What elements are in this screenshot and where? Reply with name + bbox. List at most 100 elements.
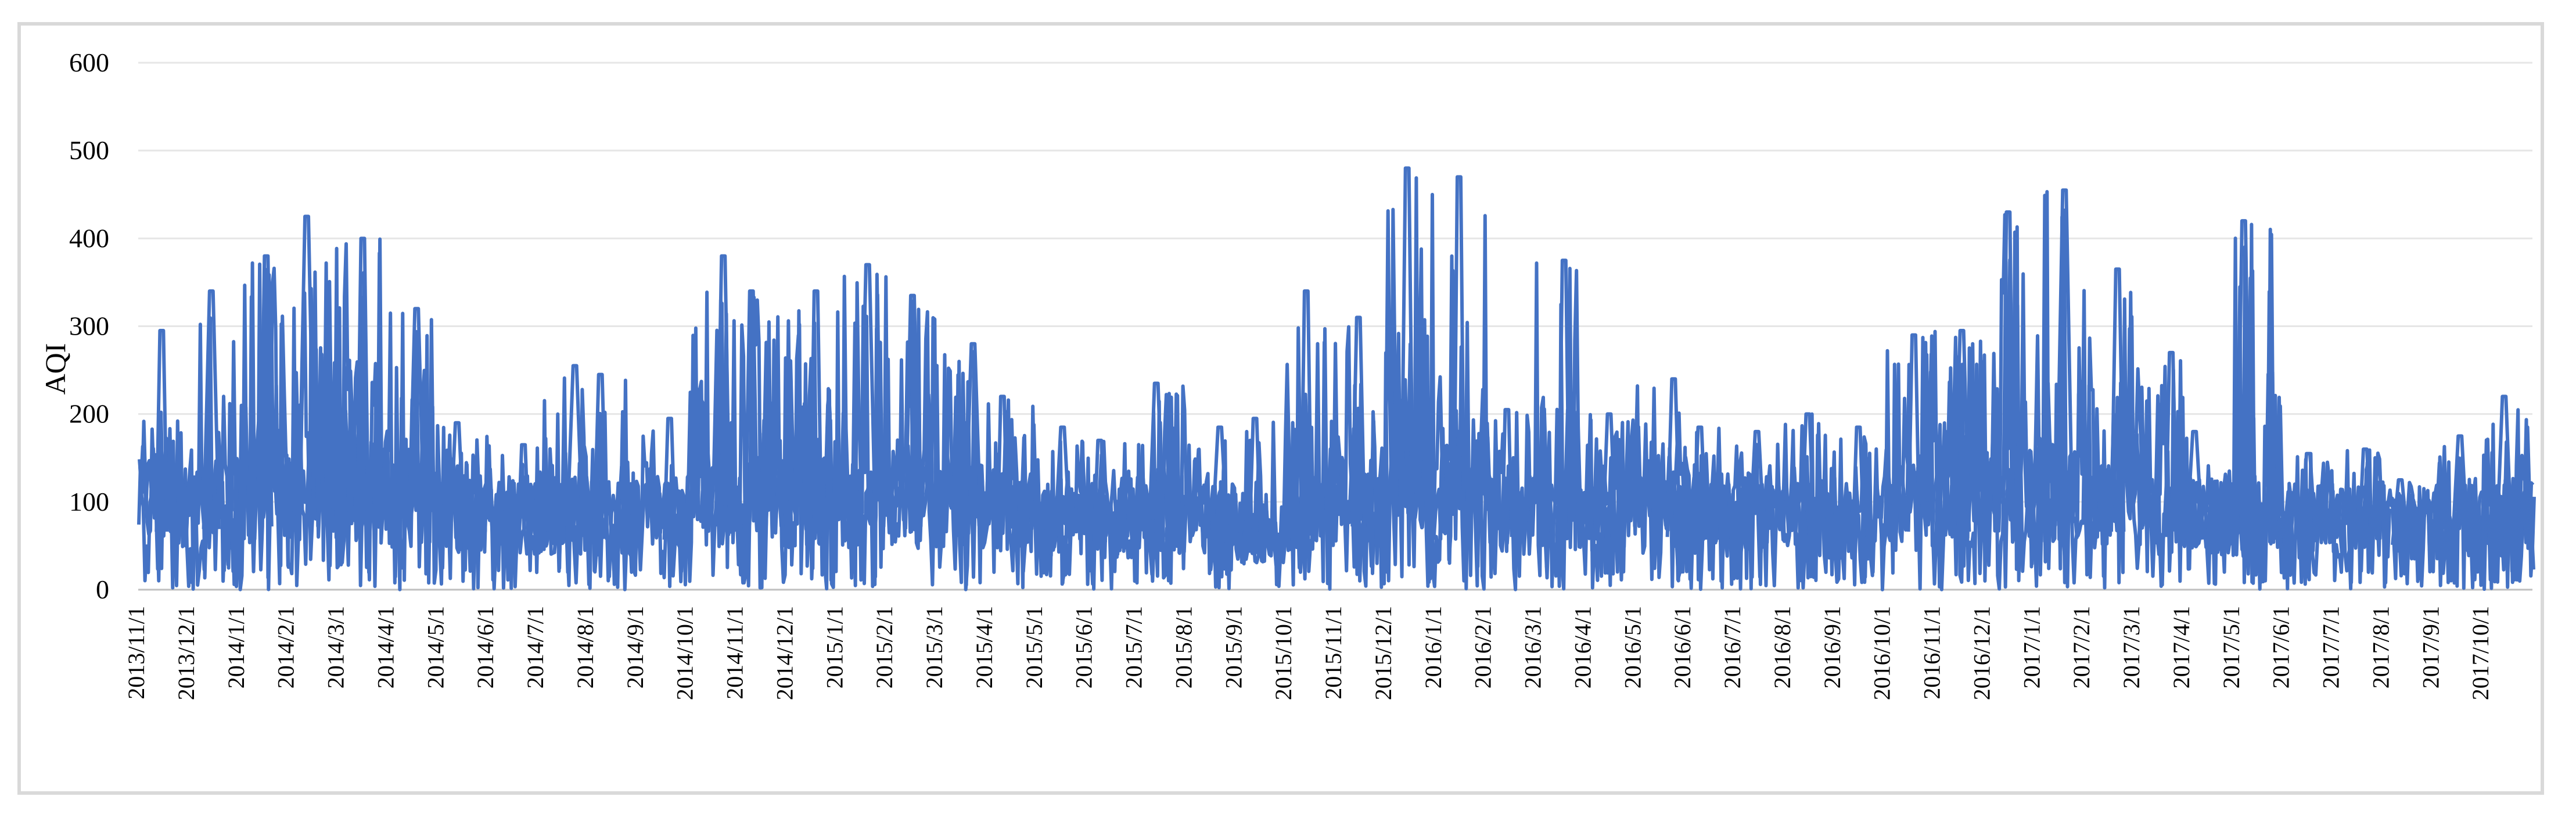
y-tick-label: 0 bbox=[96, 575, 109, 604]
peak-spike bbox=[1748, 429, 1766, 540]
peak-spike bbox=[1952, 329, 1971, 532]
x-tick-label: 2014/1/1 bbox=[223, 606, 249, 688]
peak-spike bbox=[516, 443, 531, 540]
x-tick-label: 2016/10/1 bbox=[1869, 606, 1895, 700]
peak-spike bbox=[1210, 425, 1230, 540]
peak-spike bbox=[715, 254, 732, 527]
y-axis-label: AQI bbox=[39, 343, 71, 395]
peak-spike bbox=[2054, 188, 2074, 522]
y-tick-label: 600 bbox=[69, 48, 109, 77]
x-tick-label: 2015/1/1 bbox=[821, 606, 847, 688]
y-axis-ticks: 0 100 200 300 400 500 600 bbox=[69, 48, 109, 604]
x-tick-label: 2015/7/1 bbox=[1121, 606, 1147, 688]
peak-spike bbox=[1147, 381, 1166, 537]
x-tick-label: 2015/4/1 bbox=[971, 606, 997, 688]
x-tick-label: 2015/5/1 bbox=[1021, 606, 1047, 688]
peak-spike bbox=[2235, 219, 2252, 540]
x-tick-label: 2017/8/1 bbox=[2367, 606, 2394, 688]
peak-spike bbox=[1299, 289, 1313, 532]
y-tick-label: 500 bbox=[69, 135, 109, 165]
peak-spike bbox=[202, 289, 221, 529]
x-tick-label: 2017/5/1 bbox=[2218, 606, 2244, 688]
x-tick-label: 2016/8/1 bbox=[1769, 606, 1795, 688]
x-tick-label: 2014/11/1 bbox=[722, 606, 748, 699]
peak-spike bbox=[996, 394, 1009, 534]
x-tick-label: 2014/2/1 bbox=[273, 606, 299, 688]
peak-spike bbox=[565, 364, 585, 537]
y-tick-label: 300 bbox=[69, 311, 109, 341]
peak-spike bbox=[297, 214, 317, 516]
x-tick-label: 2016/9/1 bbox=[1819, 606, 1845, 688]
x-tick-label: 2014/6/1 bbox=[472, 606, 498, 688]
x-tick-label: 2017/10/1 bbox=[2467, 606, 2494, 700]
monthly-peaks bbox=[155, 166, 2513, 553]
x-tick-label: 2014/10/1 bbox=[672, 606, 698, 700]
peak-spike bbox=[1452, 175, 1466, 516]
y-tick-label: 400 bbox=[69, 223, 109, 253]
series-lines bbox=[137, 166, 2536, 591]
aqi-series-line-3 bbox=[138, 190, 2536, 591]
peak-spike bbox=[2185, 429, 2204, 540]
peak-spike bbox=[2110, 267, 2126, 532]
x-tick-label: 2016/5/1 bbox=[1619, 606, 1646, 688]
x-tick-label: 2015/10/1 bbox=[1270, 606, 1296, 700]
peak-spike bbox=[1665, 377, 1682, 537]
peak-spike bbox=[258, 254, 274, 527]
peak-spike bbox=[1799, 412, 1816, 543]
x-tick-label: 2015/9/1 bbox=[1220, 606, 1246, 688]
x-tick-label: 2017/2/1 bbox=[2068, 606, 2094, 688]
x-tick-label: 2014/8/1 bbox=[572, 606, 598, 688]
x-tick-label: 2014/3/1 bbox=[323, 606, 349, 688]
y-tick-label: 200 bbox=[69, 399, 109, 429]
x-tick-label: 2017/6/1 bbox=[2268, 606, 2294, 688]
x-tick-label: 2014/5/1 bbox=[422, 606, 448, 688]
x-tick-label: 2016/7/1 bbox=[1719, 606, 1745, 688]
x-tick-label: 2016/1/1 bbox=[1420, 606, 1446, 688]
x-tick-label: 2015/6/1 bbox=[1071, 606, 1097, 688]
peak-spike bbox=[662, 417, 677, 540]
x-tick-label: 2017/4/1 bbox=[2168, 606, 2194, 688]
x-tick-label: 2016/12/1 bbox=[1968, 606, 1995, 700]
peak-spike bbox=[858, 263, 878, 529]
peak-spike bbox=[1053, 425, 1072, 540]
peak-spike bbox=[1350, 315, 1367, 527]
peak-spike bbox=[2451, 434, 2470, 546]
peak-spike bbox=[1092, 439, 1107, 543]
x-tick-label: 2017/1/1 bbox=[2018, 606, 2045, 688]
x-tick-label: 2017/9/1 bbox=[2417, 606, 2444, 688]
peak-spike bbox=[2164, 350, 2179, 537]
peak-spike bbox=[407, 307, 426, 527]
x-tick-label: 2016/4/1 bbox=[1569, 606, 1596, 688]
peak-spike bbox=[964, 342, 983, 532]
peak-spike bbox=[1691, 425, 1708, 540]
peak-spike bbox=[1851, 425, 1866, 546]
x-tick-label: 2017/3/1 bbox=[2118, 606, 2144, 688]
peak-spike bbox=[1906, 333, 1921, 532]
x-tick-label: 2015/11/1 bbox=[1320, 606, 1346, 699]
peak-spike bbox=[1601, 412, 1618, 534]
x-tick-label: 2016/3/1 bbox=[1520, 606, 1546, 688]
x-tick-label: 2015/3/1 bbox=[921, 606, 947, 688]
peak-spike bbox=[809, 289, 824, 527]
peak-spike bbox=[2299, 451, 2318, 543]
peak-spike bbox=[1500, 408, 1514, 537]
x-tick-label: 2013/12/1 bbox=[173, 606, 199, 700]
x-axis: 2013/11/1 2013/12/1 2014/1/1 2014/2/1 2014/3… bbox=[123, 606, 2494, 700]
peak-spike bbox=[355, 236, 371, 522]
x-tick-label: 2013/11/1 bbox=[123, 606, 149, 699]
peak-spike bbox=[155, 329, 169, 532]
x-tick-label: 2015/2/1 bbox=[871, 606, 897, 688]
x-tick-label: 2016/11/1 bbox=[1919, 606, 1945, 699]
x-tick-label: 2015/8/1 bbox=[1170, 606, 1197, 688]
peak-spike bbox=[448, 421, 466, 537]
peak-spike bbox=[2391, 478, 2410, 546]
x-tick-label: 2017/7/1 bbox=[2318, 606, 2344, 688]
y-tick-label: 100 bbox=[69, 487, 109, 516]
peak-spike bbox=[743, 289, 759, 529]
x-tick-label: 2016/2/1 bbox=[1470, 606, 1496, 688]
x-tick-label: 2014/9/1 bbox=[622, 606, 648, 688]
x-tick-label: 2016/6/1 bbox=[1669, 606, 1695, 688]
x-tick-label: 2014/12/1 bbox=[771, 606, 797, 700]
x-tick-label: 2015/12/1 bbox=[1370, 606, 1396, 700]
